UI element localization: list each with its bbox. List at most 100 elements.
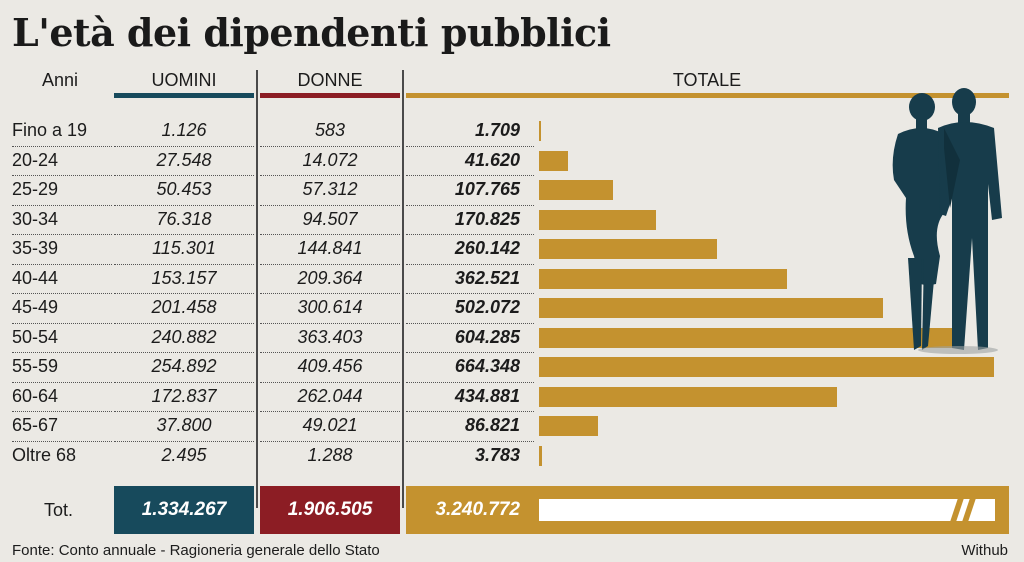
row-separator	[114, 145, 254, 147]
row-separator	[114, 352, 254, 353]
age-label: 65-67	[12, 415, 59, 435]
age-label: 35-39	[12, 238, 59, 258]
row-separator	[114, 175, 254, 176]
uomini-value: 254.892	[151, 356, 217, 376]
chart-title: L'età dei dipendenti pubblici	[12, 10, 611, 55]
donne-value: 409.456	[297, 356, 363, 376]
total-uomini: 1.334.267	[114, 486, 254, 534]
age-label: 55-59	[12, 356, 59, 376]
row-separator	[114, 322, 254, 324]
row-separator	[406, 234, 534, 235]
age-label: 20-24	[12, 149, 59, 170]
row-separator	[260, 440, 400, 442]
row-separator	[260, 352, 400, 353]
row-separator	[260, 263, 400, 265]
table-row: 20-24 27.548 14.072 41.620	[0, 146, 1024, 176]
donne-value: 144.841	[297, 238, 363, 258]
uomini-value: 153.157	[151, 267, 217, 288]
table-row: 25-29 50.453 57.312 107.765	[0, 175, 1024, 205]
credit: Withub	[961, 542, 1008, 559]
age-label: 50-54	[12, 326, 59, 347]
row-separator	[406, 381, 534, 383]
totale-value: 502.072	[454, 297, 520, 317]
donne-value: 262.044	[297, 385, 363, 406]
table-row: 45-49 201.458 300.614 502.072	[0, 293, 1024, 323]
row-separator	[12, 145, 112, 147]
row-separator	[260, 204, 400, 206]
people-illustration-icon	[892, 88, 1002, 354]
uomini-value: 37.800	[156, 415, 212, 435]
totale-value: 86.821	[464, 415, 520, 435]
totale-bar	[539, 357, 994, 377]
uomini-value: 240.882	[151, 326, 217, 347]
donne-value: 363.403	[297, 326, 363, 347]
age-label: 45-49	[12, 297, 59, 317]
total-totale-value: 3.240.772	[435, 499, 520, 520]
donne-value: 49.021	[302, 415, 358, 435]
total-donne: 1.906.505	[260, 486, 400, 534]
row-separator	[406, 352, 534, 353]
totale-bar	[539, 445, 542, 466]
uomini-value: 27.548	[156, 149, 212, 170]
totale-bar	[539, 121, 541, 141]
totale-bar	[539, 386, 837, 407]
uomini-value: 2.495	[161, 444, 207, 465]
row-separator	[12, 293, 112, 294]
age-label: Oltre 68	[12, 444, 77, 465]
table-row: 30-34 76.318 94.507 170.825	[0, 205, 1024, 235]
totale-value: 604.285	[454, 326, 520, 347]
totale-bar	[539, 239, 718, 259]
table-row: 60-64 172.837 262.044 434.881	[0, 382, 1024, 412]
row-separator	[260, 381, 400, 383]
table-row: 65-67 37.800 49.021 86.821	[0, 411, 1024, 441]
row-separator	[114, 204, 254, 206]
totale-bar	[539, 150, 568, 171]
header-anni: Anni	[42, 70, 79, 90]
totale-bar	[539, 209, 656, 230]
column-divider-right	[402, 70, 404, 508]
table-row: Fino a 19 1.126 583 1.709	[0, 116, 1024, 146]
totale-value: 170.825	[454, 208, 520, 229]
row-separator	[12, 204, 112, 206]
row-separator	[12, 234, 112, 235]
table-row: 55-59 254.892 409.456 664.348	[0, 352, 1024, 382]
table-row: 50-54 240.882 363.403 604.285	[0, 323, 1024, 353]
row-separator	[406, 411, 534, 412]
total-bar	[539, 499, 995, 521]
table-row: Oltre 68 2.495 1.288 3.783	[0, 441, 1024, 471]
totale-value: 41.620	[464, 149, 520, 170]
row-separator	[260, 175, 400, 176]
donne-value: 1.288	[307, 444, 353, 465]
table-row: 35-39 115.301 144.841 260.142	[0, 234, 1024, 264]
totale-bar	[539, 298, 883, 318]
row-separator	[12, 175, 112, 176]
donne-value: 94.507	[302, 208, 358, 229]
totale-value: 434.881	[454, 385, 520, 406]
totale-value: 107.765	[454, 179, 520, 199]
bar-break-icon	[950, 498, 976, 522]
row-separator	[406, 322, 534, 324]
header-donne: DONNE	[297, 70, 363, 90]
totale-header-bar	[406, 93, 1009, 98]
totale-value: 664.348	[454, 356, 520, 376]
total-label: Tot.	[44, 500, 74, 520]
uomini-value: 50.453	[156, 179, 212, 199]
age-label: 30-34	[12, 208, 59, 229]
row-separator	[260, 293, 400, 294]
totale-value: 3.783	[474, 444, 520, 465]
row-separator	[12, 440, 112, 442]
row-separator	[114, 293, 254, 294]
totale-bar	[539, 416, 599, 436]
age-label: Fino a 19	[12, 120, 88, 140]
row-separator	[260, 145, 400, 147]
row-separator	[406, 175, 534, 176]
donne-value: 14.072	[302, 149, 358, 170]
donne-value: 57.312	[302, 179, 358, 199]
row-separator	[12, 352, 112, 353]
header-totale: TOTALE	[672, 70, 742, 90]
totale-bar	[539, 180, 613, 200]
row-separator	[406, 263, 534, 265]
row-separator	[12, 381, 112, 383]
donne-value: 300.614	[297, 297, 363, 317]
donne-value: 583	[314, 120, 346, 140]
